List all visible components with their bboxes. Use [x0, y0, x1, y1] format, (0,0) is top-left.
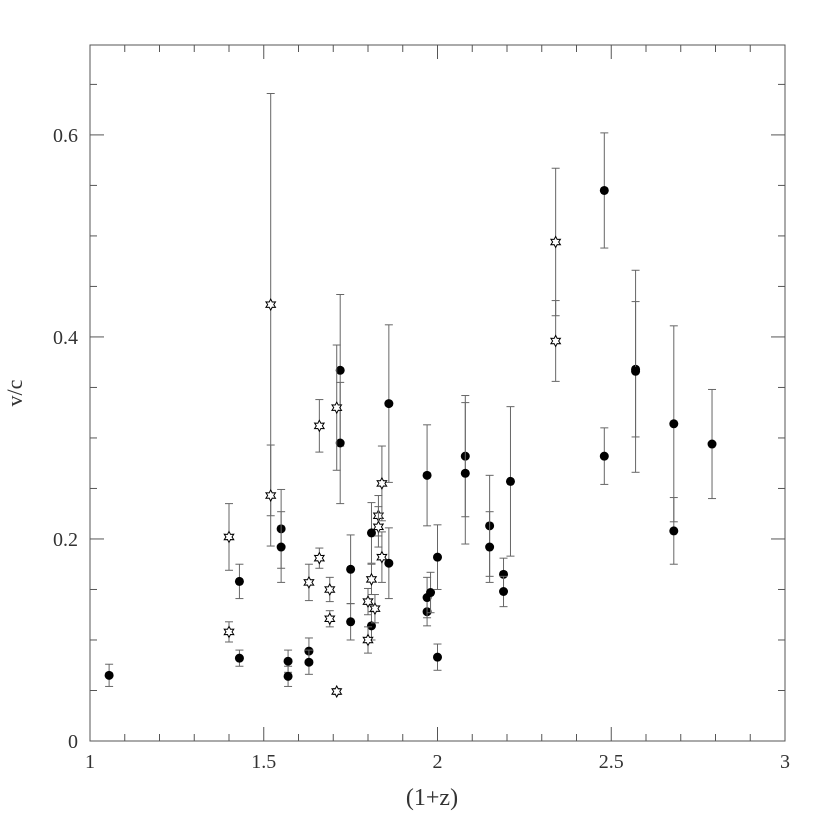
- point: [499, 586, 509, 596]
- star-point: [265, 488, 277, 503]
- star-point: [376, 550, 388, 564]
- star-point: [365, 572, 378, 586]
- star-point: [313, 419, 326, 433]
- point: [426, 588, 436, 598]
- point: [384, 558, 394, 568]
- x-tick-label: 3: [780, 751, 790, 773]
- y-axis-label: v/c: [2, 379, 27, 406]
- point: [283, 671, 293, 681]
- x-axis-label: (1+z): [406, 785, 458, 811]
- y-tick-label: 0.4: [53, 327, 78, 349]
- y-tick-label: 0.2: [53, 529, 78, 551]
- star-point: [369, 602, 381, 616]
- point: [335, 365, 345, 375]
- star-point: [376, 476, 388, 490]
- star-point: [324, 612, 336, 626]
- point: [234, 653, 244, 663]
- point: [366, 528, 376, 538]
- point: [631, 366, 641, 376]
- point: [669, 419, 679, 429]
- x-tick-label: 1: [85, 751, 95, 773]
- star-point: [265, 298, 277, 312]
- y-tick-label: 0: [68, 731, 78, 753]
- point: [276, 542, 286, 552]
- point: [346, 617, 356, 627]
- star-point: [362, 633, 374, 647]
- star-point: [324, 582, 336, 597]
- point: [460, 468, 470, 478]
- point: [505, 476, 515, 486]
- plot-frame: [89, 44, 786, 742]
- star-point: [549, 334, 562, 348]
- star-point: [313, 551, 326, 565]
- point: [346, 564, 356, 574]
- point: [707, 439, 717, 449]
- star-point: [331, 401, 343, 415]
- y-tick-label: 0.6: [53, 125, 78, 147]
- star-point: [549, 235, 562, 249]
- point: [433, 652, 442, 662]
- x-tick-label: 2: [433, 751, 443, 773]
- x-tick-label: 2.5: [599, 751, 624, 773]
- point: [599, 451, 609, 461]
- point: [366, 621, 376, 631]
- point: [422, 470, 432, 480]
- star-point: [223, 625, 235, 639]
- point: [234, 576, 244, 586]
- star-point: [223, 530, 235, 544]
- point: [304, 657, 314, 667]
- x-tick-label: 1.5: [251, 751, 276, 773]
- point: [433, 552, 442, 562]
- point: [599, 185, 609, 195]
- point: [384, 399, 394, 409]
- point: [485, 542, 495, 552]
- point: [335, 438, 345, 448]
- star-point: [303, 575, 315, 589]
- star-point: [362, 595, 374, 609]
- point: [283, 656, 293, 666]
- point: [669, 526, 679, 536]
- point: [104, 670, 114, 680]
- star-point: [331, 684, 343, 699]
